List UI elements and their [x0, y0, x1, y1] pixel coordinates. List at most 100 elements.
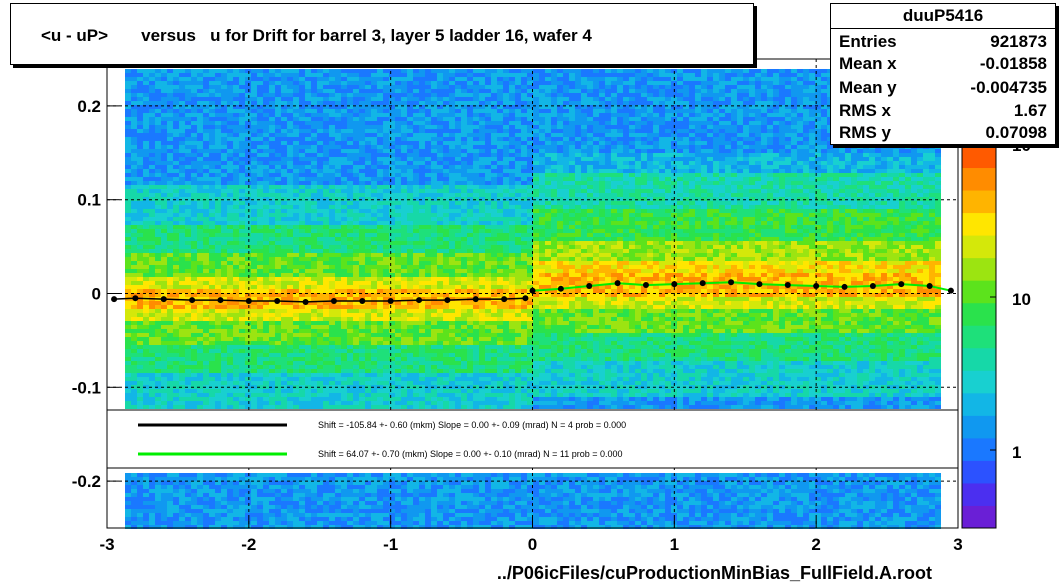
heatmap-cell: [149, 289, 155, 293]
heatmap-cell: [347, 97, 353, 101]
heatmap-cell: [305, 485, 311, 489]
heatmap-cell: [341, 341, 347, 345]
heatmap-cell: [191, 293, 197, 297]
heatmap-cell: [233, 109, 239, 113]
heatmap-cell: [323, 173, 329, 177]
heatmap-cell: [167, 117, 173, 121]
heatmap-cell: [275, 169, 281, 173]
heatmap-cell: [143, 209, 149, 213]
heatmap-cell: [371, 337, 377, 341]
heatmap-cell: [353, 141, 359, 145]
heatmap-cell: [155, 253, 161, 257]
heatmap-cell: [377, 493, 383, 497]
heatmap-cell: [293, 185, 299, 189]
heatmap-cell: [389, 389, 395, 393]
heatmap-cell: [353, 129, 359, 133]
heatmap-cell: [359, 345, 365, 349]
heatmap-cell: [305, 73, 311, 77]
heatmap-cell: [329, 345, 335, 349]
heatmap-cell: [173, 145, 179, 149]
heatmap-cell: [143, 489, 149, 493]
heatmap-cell: [359, 269, 365, 273]
heatmap-cell: [167, 369, 173, 373]
heatmap-cell: [209, 481, 215, 485]
heatmap-cell: [179, 125, 185, 129]
heatmap-cell: [197, 389, 203, 393]
heatmap-cell: [155, 325, 161, 329]
heatmap-cell: [329, 521, 335, 525]
heatmap-cell: [263, 377, 269, 381]
heatmap-cell: [275, 173, 281, 177]
heatmap-cell: [161, 197, 167, 201]
heatmap-cell: [191, 169, 197, 173]
heatmap-cell: [365, 209, 371, 213]
heatmap-cell: [407, 341, 413, 345]
heatmap-cell: [131, 93, 137, 97]
heatmap-cell: [191, 133, 197, 137]
heatmap-cell: [167, 337, 173, 341]
heatmap-cell: [209, 369, 215, 373]
heatmap-cell: [137, 405, 143, 409]
heatmap-cell: [287, 309, 293, 313]
heatmap-cell: [185, 497, 191, 501]
heatmap-cell: [365, 337, 371, 341]
heatmap-cell: [299, 509, 305, 513]
heatmap-cell: [419, 313, 425, 317]
heatmap-cell: [209, 73, 215, 77]
heatmap-cell: [185, 377, 191, 381]
heatmap-cell: [221, 305, 227, 309]
heatmap-cell: [191, 321, 197, 325]
heatmap-cell: [281, 381, 287, 385]
heatmap-cell: [233, 125, 239, 129]
heatmap-cell: [161, 401, 167, 405]
heatmap-cell: [263, 517, 269, 521]
heatmap-cell: [365, 473, 371, 477]
heatmap-cell: [401, 337, 407, 341]
heatmap-cell: [263, 117, 269, 121]
heatmap-cell: [407, 157, 413, 161]
heatmap-cell: [209, 85, 215, 89]
heatmap-cell: [335, 525, 341, 529]
heatmap-cell: [305, 93, 311, 97]
heatmap-cell: [281, 281, 287, 285]
heatmap-cell: [317, 393, 323, 397]
heatmap-cell: [353, 365, 359, 369]
heatmap-cell: [401, 217, 407, 221]
heatmap-cell: [323, 289, 329, 293]
heatmap-cell: [269, 157, 275, 161]
heatmap-cell: [347, 357, 353, 361]
heatmap-cell: [185, 365, 191, 369]
heatmap-cell: [269, 225, 275, 229]
heatmap-cell: [293, 157, 299, 161]
heatmap-cell: [191, 301, 197, 305]
heatmap-cell: [401, 141, 407, 145]
heatmap-cell: [425, 93, 431, 97]
heatmap-cell: [263, 113, 269, 117]
heatmap-cell: [317, 81, 323, 85]
heatmap-cell: [365, 505, 371, 509]
heatmap-cell: [131, 233, 137, 237]
heatmap-cell: [329, 193, 335, 197]
heatmap-cell: [311, 477, 317, 481]
heatmap-cell: [227, 381, 233, 385]
heatmap-cell: [257, 141, 263, 145]
heatmap-cell: [305, 249, 311, 253]
heatmap-cell: [257, 369, 263, 373]
heatmap-cell: [269, 497, 275, 501]
heatmap-cell: [221, 97, 227, 101]
heatmap-cell: [173, 497, 179, 501]
heatmap-cell: [341, 321, 347, 325]
heatmap-cell: [149, 317, 155, 321]
heatmap-cell: [371, 189, 377, 193]
heatmap-cell: [413, 321, 419, 325]
heatmap-cell: [269, 229, 275, 233]
heatmap-cell: [419, 377, 425, 381]
heatmap-cell: [389, 77, 395, 81]
heatmap-cell: [353, 233, 359, 237]
heatmap-cell: [167, 181, 173, 185]
heatmap-cell: [335, 265, 341, 269]
heatmap-cell: [383, 89, 389, 93]
heatmap-cell: [299, 485, 305, 489]
heatmap-cell: [161, 317, 167, 321]
heatmap-cell: [233, 69, 239, 73]
